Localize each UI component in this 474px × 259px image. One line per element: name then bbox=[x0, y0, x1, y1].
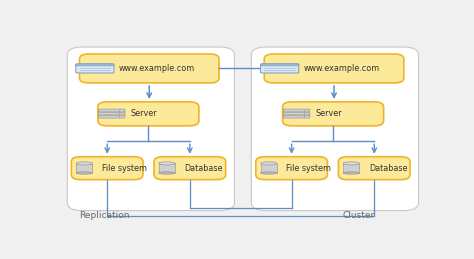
FancyBboxPatch shape bbox=[154, 157, 226, 180]
FancyBboxPatch shape bbox=[283, 109, 310, 112]
Text: Database: Database bbox=[184, 164, 223, 173]
FancyBboxPatch shape bbox=[338, 157, 410, 180]
Text: File system: File system bbox=[102, 164, 147, 173]
FancyBboxPatch shape bbox=[283, 112, 310, 115]
FancyBboxPatch shape bbox=[98, 102, 199, 126]
FancyBboxPatch shape bbox=[99, 115, 125, 118]
FancyBboxPatch shape bbox=[99, 112, 125, 115]
FancyBboxPatch shape bbox=[76, 64, 114, 66]
Ellipse shape bbox=[261, 162, 277, 165]
Text: Server: Server bbox=[316, 109, 342, 118]
Ellipse shape bbox=[159, 162, 175, 165]
FancyBboxPatch shape bbox=[80, 54, 219, 83]
FancyBboxPatch shape bbox=[264, 54, 404, 83]
Ellipse shape bbox=[343, 172, 359, 174]
Text: www.example.com: www.example.com bbox=[303, 64, 380, 73]
Ellipse shape bbox=[343, 162, 359, 165]
Polygon shape bbox=[76, 163, 92, 173]
FancyBboxPatch shape bbox=[76, 64, 114, 73]
Text: Server: Server bbox=[131, 109, 157, 118]
FancyBboxPatch shape bbox=[67, 47, 235, 211]
Ellipse shape bbox=[159, 172, 175, 174]
FancyBboxPatch shape bbox=[261, 64, 299, 73]
Text: File system: File system bbox=[286, 164, 331, 173]
FancyBboxPatch shape bbox=[261, 64, 299, 66]
Ellipse shape bbox=[76, 162, 92, 165]
FancyBboxPatch shape bbox=[99, 109, 125, 112]
Polygon shape bbox=[159, 163, 175, 173]
Text: Cluster: Cluster bbox=[342, 211, 374, 220]
Ellipse shape bbox=[76, 172, 92, 174]
Ellipse shape bbox=[261, 172, 277, 174]
FancyBboxPatch shape bbox=[283, 115, 310, 118]
Text: Replication: Replication bbox=[80, 211, 130, 220]
Polygon shape bbox=[343, 163, 359, 173]
FancyBboxPatch shape bbox=[72, 157, 143, 180]
Text: www.example.com: www.example.com bbox=[119, 64, 195, 73]
Polygon shape bbox=[261, 163, 277, 173]
Text: Database: Database bbox=[369, 164, 408, 173]
FancyBboxPatch shape bbox=[251, 47, 419, 211]
FancyBboxPatch shape bbox=[256, 157, 328, 180]
FancyBboxPatch shape bbox=[283, 102, 383, 126]
